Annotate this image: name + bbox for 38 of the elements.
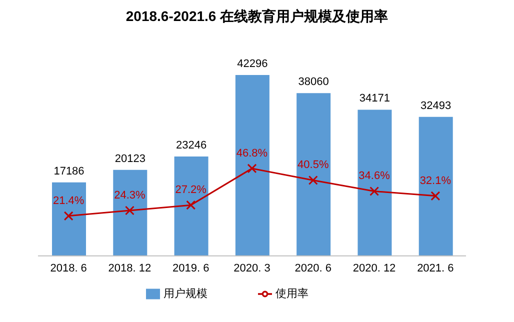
point <box>308 175 318 185</box>
point <box>124 206 134 216</box>
data-label: 40.5% <box>298 159 329 172</box>
x-tick-label: 2019. 6 <box>172 262 210 275</box>
legend-label: 使用率 <box>276 288 308 300</box>
data-label: 17186 <box>54 165 84 178</box>
point <box>430 191 440 201</box>
x-tick-label: 2018. 6 <box>50 262 87 275</box>
data-label: 38060 <box>298 76 329 88</box>
x-tick-label: 2020. 12 <box>352 262 396 275</box>
legend-label: 用户规模 <box>164 288 208 300</box>
chart-title: 2018.6-2021.6 在线教育用户规模及使用率 <box>124 8 390 26</box>
bar <box>174 156 208 256</box>
x-tick-label: 2020. 6 <box>294 262 332 275</box>
data-label: 20123 <box>114 152 146 165</box>
data-label: 34.6% <box>358 170 390 182</box>
bar <box>418 116 453 256</box>
x-tick-label: 2018. 12 <box>108 262 152 275</box>
x-tick-label: 2021. 6 <box>417 262 454 275</box>
data-label: 27.2% <box>175 184 207 196</box>
point <box>64 211 74 221</box>
bar <box>235 74 270 256</box>
data-label: 32493 <box>420 100 452 112</box>
data-label: 32.1% <box>420 174 452 187</box>
bar <box>52 182 86 256</box>
data-label: 24.3% <box>114 189 146 202</box>
x-tick-label: 2020. 3 <box>234 262 270 275</box>
point <box>370 186 380 196</box>
data-label: 23246 <box>176 139 207 152</box>
point <box>247 164 257 174</box>
bar <box>296 93 331 256</box>
bar <box>358 110 392 256</box>
data-label: 42296 <box>237 58 268 70</box>
data-label: 46.8% <box>236 147 268 160</box>
data-label: 34171 <box>359 92 390 105</box>
point <box>186 200 196 210</box>
data-label: 21.4% <box>52 194 84 207</box>
bar <box>113 170 148 256</box>
